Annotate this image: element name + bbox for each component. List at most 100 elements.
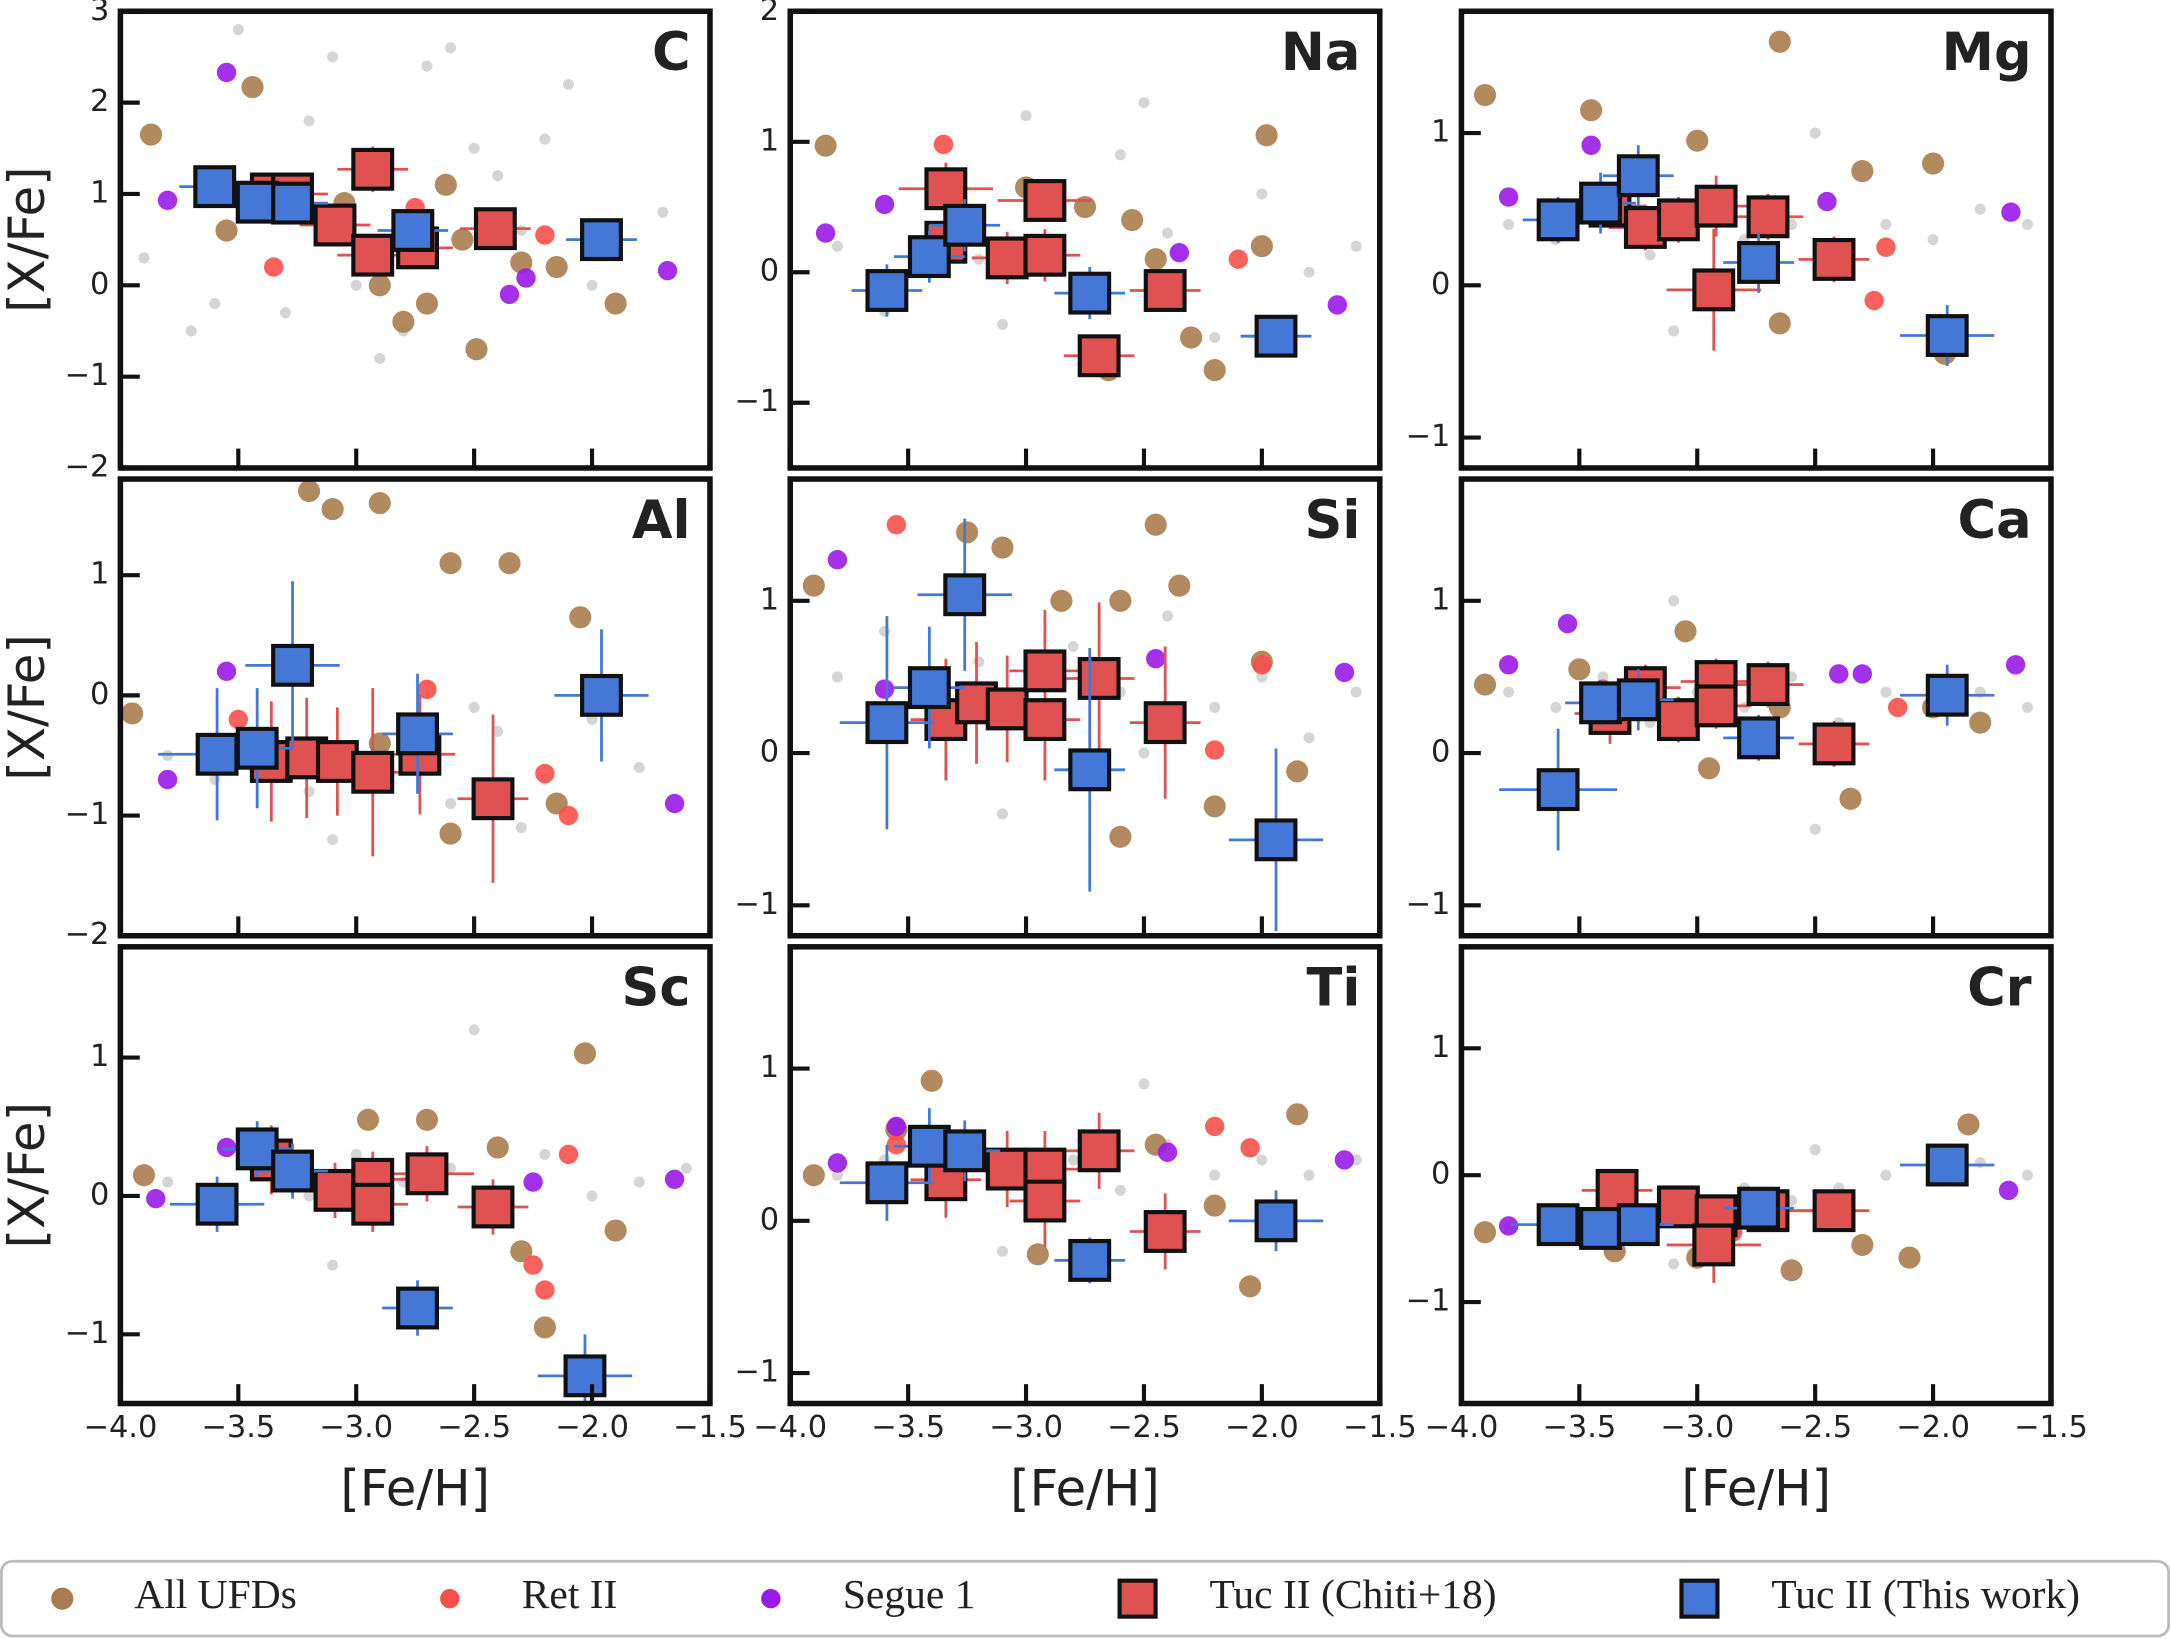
point <box>1829 664 1849 684</box>
legend-label: Segue 1 <box>843 1571 976 1617</box>
point <box>933 134 954 155</box>
x-tick-label: −2.5 <box>1107 1410 1181 1445</box>
square-point <box>985 236 1029 280</box>
point <box>657 206 669 218</box>
point <box>1880 686 1892 698</box>
panel-title: C <box>652 22 691 83</box>
point <box>1852 664 1873 684</box>
legend-item: All UFDs <box>51 1571 297 1617</box>
point <box>664 793 685 814</box>
square-point <box>1616 678 1660 722</box>
y-axis-label: [X/Fe] <box>0 1102 56 1248</box>
point <box>321 498 344 521</box>
y-tick-label: −1 <box>734 384 779 419</box>
legend-marker <box>51 1587 74 1610</box>
point <box>228 709 248 730</box>
square-point <box>1694 184 1738 228</box>
square-point <box>1692 268 1736 312</box>
point <box>1880 1169 1892 1181</box>
square-point <box>1579 681 1623 725</box>
point <box>216 62 237 83</box>
point <box>827 1153 848 1173</box>
point <box>434 173 457 196</box>
square-point <box>471 777 515 821</box>
square-point <box>1925 1143 1969 1187</box>
panel: −1 0 1 Mg <box>1405 8 2054 471</box>
point <box>874 679 895 699</box>
point <box>132 1164 156 1187</box>
point <box>263 257 284 277</box>
point <box>535 225 555 245</box>
y-tick-label: 2 <box>760 0 779 28</box>
point <box>368 274 391 297</box>
y-tick-label: 1 <box>1431 115 1450 150</box>
square-point <box>1254 1199 1298 1243</box>
point <box>996 1245 1008 1257</box>
point <box>1809 823 1821 835</box>
y-tick-label: 0 <box>90 267 109 302</box>
point <box>1239 1275 1262 1298</box>
square-point <box>1925 314 1969 357</box>
point <box>1203 359 1226 382</box>
square-point <box>271 1149 315 1193</box>
square-point <box>865 269 909 312</box>
square-point <box>1143 269 1187 312</box>
y-tick-label: 1 <box>1431 1030 1450 1065</box>
point <box>417 679 437 700</box>
y-tick-label: 2 <box>90 84 109 119</box>
point <box>216 661 237 682</box>
square-point <box>1746 195 1790 239</box>
point <box>814 134 837 157</box>
panel-title: Ca <box>1958 490 2032 551</box>
point <box>157 190 178 211</box>
point <box>415 1108 439 1131</box>
point <box>1286 760 1309 783</box>
y-tick-label: −1 <box>64 797 109 832</box>
square-point <box>1068 748 1112 792</box>
square-point <box>1656 698 1700 742</box>
panel: −1 0 1 −4.0 −3.5 −3.0 −2.5 −2.0 −1.5 Sc [X/Fe] [Fe/… <box>0 944 747 1518</box>
square-point <box>865 701 909 745</box>
point <box>162 1176 174 1188</box>
point <box>1138 1078 1150 1090</box>
x-tick-label: −1.5 <box>673 1410 747 1445</box>
y-tick-label: 0 <box>90 677 109 712</box>
square-point <box>1068 271 1112 315</box>
square-point <box>985 1147 1029 1191</box>
y-tick-label: −1 <box>734 1355 779 1390</box>
point <box>303 1190 315 1202</box>
point <box>831 671 843 683</box>
axes-frame <box>117 944 713 1407</box>
point <box>1205 740 1225 760</box>
point <box>523 1172 543 1192</box>
point <box>886 515 907 535</box>
legend-box <box>0 1559 2170 1638</box>
point <box>1498 187 1519 207</box>
y-axis-label: [X/Fe] <box>0 166 56 312</box>
point <box>573 1042 597 1065</box>
point <box>1146 649 1166 669</box>
panel-title: Si <box>1305 490 1361 551</box>
point <box>1256 671 1268 683</box>
point <box>139 123 163 146</box>
point <box>1286 1103 1309 1126</box>
square-point <box>580 218 623 262</box>
point <box>1880 218 1892 230</box>
point <box>327 1259 339 1271</box>
point <box>633 761 645 774</box>
x-tick-label: −3.5 <box>1542 1410 1616 1445</box>
point <box>991 536 1014 559</box>
panel-title: Sc <box>622 958 691 1019</box>
point <box>1503 686 1515 698</box>
y-tick-label: −1 <box>1405 887 1450 922</box>
square-point <box>1536 1203 1580 1247</box>
square-point <box>235 1127 279 1171</box>
point <box>1817 191 1837 212</box>
point <box>1581 135 1601 155</box>
square-point <box>195 732 239 776</box>
square-point <box>563 1354 607 1398</box>
point <box>121 702 144 725</box>
point <box>486 1136 509 1159</box>
point <box>297 480 321 503</box>
point <box>350 1148 362 1160</box>
